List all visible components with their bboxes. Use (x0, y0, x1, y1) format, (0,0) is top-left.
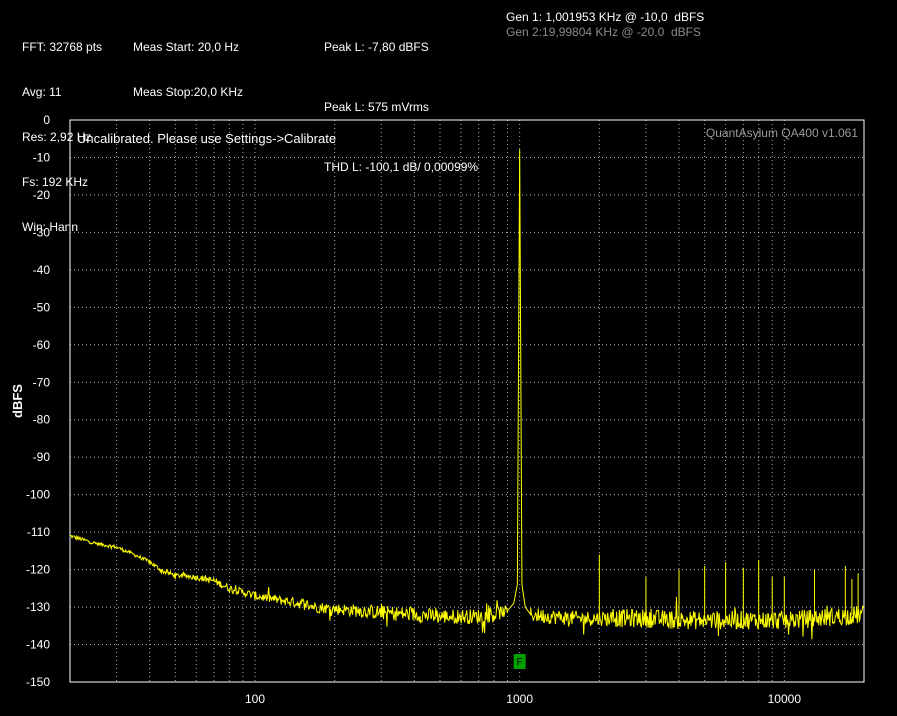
y-tick-label: -60 (33, 338, 51, 352)
x-tick-label: 10000 (768, 692, 802, 706)
thd-value: THD L: -100,1 dB/ 0,00099% (324, 160, 479, 174)
averages: Avg: 11 (22, 85, 62, 99)
measurement-range: Meas Start: 20,0 Hz Meas Stop:20,0 KHz (133, 10, 243, 115)
y-tick-label: -130 (26, 600, 50, 614)
y-tick-label: -120 (26, 563, 50, 577)
plot-frame (69, 119, 865, 683)
fundamental-marker[interactable]: F (513, 654, 526, 669)
generator-2: Gen 2:19,99804 KHz @ -20,0 dBFS (506, 25, 701, 39)
y-tick-label: -150 (26, 675, 50, 689)
calibration-banner: Uncalibrated. Please use Settings->Calib… (77, 131, 336, 146)
y-tick-label: -100 (26, 488, 50, 502)
y-tick-label: -80 (33, 413, 51, 427)
y-tick-label: -140 (26, 638, 50, 652)
peak-vrms: Peak L: 575 mVrms (324, 100, 429, 114)
y-tick-labels: 0 -10 -20 -30 -40 -50 -60 -70 -80 -90 -100 -110 -120… (26, 113, 50, 689)
version-label: QuantAsylum QA400 v1.061 (706, 126, 858, 140)
x-tick-labels: 100 1000 10000 (245, 692, 801, 706)
generator-1: Gen 1: 1,001953 KHz @ -10,0 dBFS (506, 10, 705, 24)
x-tick-label: 1000 (506, 692, 533, 706)
peak-info: Peak L: -7,80 dBFS Peak L: 575 mVrms THD… (324, 10, 478, 190)
y-tick-label: -50 (33, 300, 51, 314)
y-tick-label: -30 (33, 225, 51, 239)
resolution: Res: 2,92 Hz (22, 130, 92, 144)
x-tick-label: 100 (245, 692, 265, 706)
y-tick-label: -20 (33, 188, 51, 202)
peak-dbfs: Peak L: -7,80 dBFS (324, 40, 429, 54)
y-tick-label: -90 (33, 450, 51, 464)
grid-lines (70, 120, 864, 682)
fft-points: FFT: 32768 pts (22, 40, 103, 54)
window-type: Win: Hann (22, 220, 79, 234)
meas-stop: Meas Stop:20,0 KHz (133, 85, 244, 99)
fundamental-marker-box[interactable] (513, 654, 526, 669)
y-axis-label: dBFS (10, 384, 25, 418)
sample-rate: Fs: 192 KHz (22, 175, 89, 189)
y-tick-label: -10 (33, 150, 51, 164)
y-tick-label: 0 (43, 113, 50, 127)
y-tick-label: -70 (33, 375, 51, 389)
y-tick-label: -110 (27, 525, 50, 539)
meas-start: Meas Start: 20,0 Hz (133, 40, 240, 54)
spectrum-trace-group (69, 149, 864, 640)
fft-info: FFT: 32768 pts Avg: 11 Res: 2,92 Hz Fs: … (22, 10, 102, 250)
spectrum-trace (69, 149, 864, 640)
fundamental-marker-label: F (517, 657, 523, 668)
y-tick-label: -40 (33, 263, 51, 277)
